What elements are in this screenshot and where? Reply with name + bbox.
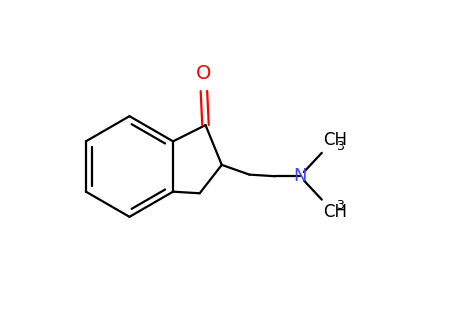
Text: 3: 3 [336,199,344,212]
Text: O: O [196,64,212,83]
Text: N: N [293,167,306,185]
Text: CH: CH [323,131,347,149]
Text: 3: 3 [336,140,344,153]
Text: CH: CH [323,203,347,221]
